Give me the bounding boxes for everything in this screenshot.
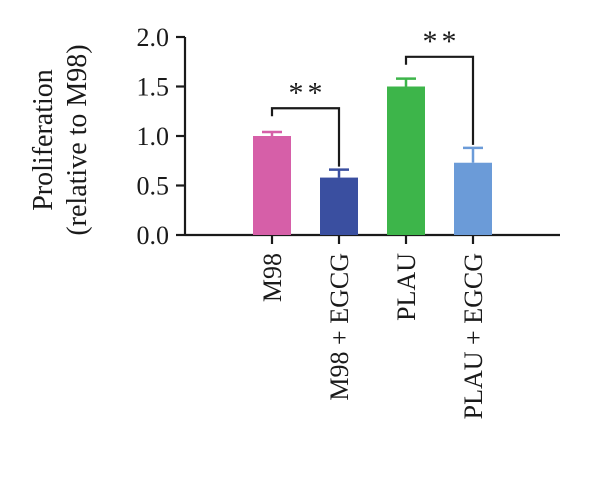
significance-annotations: ** ** [270, 25, 475, 167]
x-axis [185, 233, 560, 244]
significance-label: ** [423, 25, 461, 58]
y-axis-title-line2: (relative to M98) [62, 44, 93, 235]
y-axis-title-line1: Proliferation [28, 69, 59, 211]
category-label: M98 + EGCG [325, 253, 354, 401]
error-bars [262, 77, 483, 178]
significance-label: ** [289, 76, 327, 109]
significance-bracket [270, 107, 341, 167]
significance-bracket [404, 55, 475, 145]
category-label: PLAU [392, 253, 421, 321]
y-tick-label: 2.0 [137, 23, 170, 52]
y-tick-label: 0.0 [137, 221, 170, 250]
y-axis: 0.0 0.5 1.0 1.5 2.0 [137, 23, 187, 250]
bar [320, 177, 358, 235]
y-tick-label: 0.5 [137, 172, 170, 201]
bar [454, 162, 492, 235]
category-labels: M98 M98 + EGCG PLAU PLAU + EGCG [258, 253, 488, 420]
bars [253, 86, 492, 235]
y-axis-title: Proliferation (relative to M98) [28, 44, 93, 235]
category-label: M98 [258, 253, 287, 302]
y-tick-label: 1.0 [137, 122, 170, 151]
bar [387, 86, 425, 235]
category-label: PLAU + EGCG [459, 253, 488, 419]
bar [253, 136, 291, 235]
y-tick-label: 1.5 [137, 73, 170, 102]
